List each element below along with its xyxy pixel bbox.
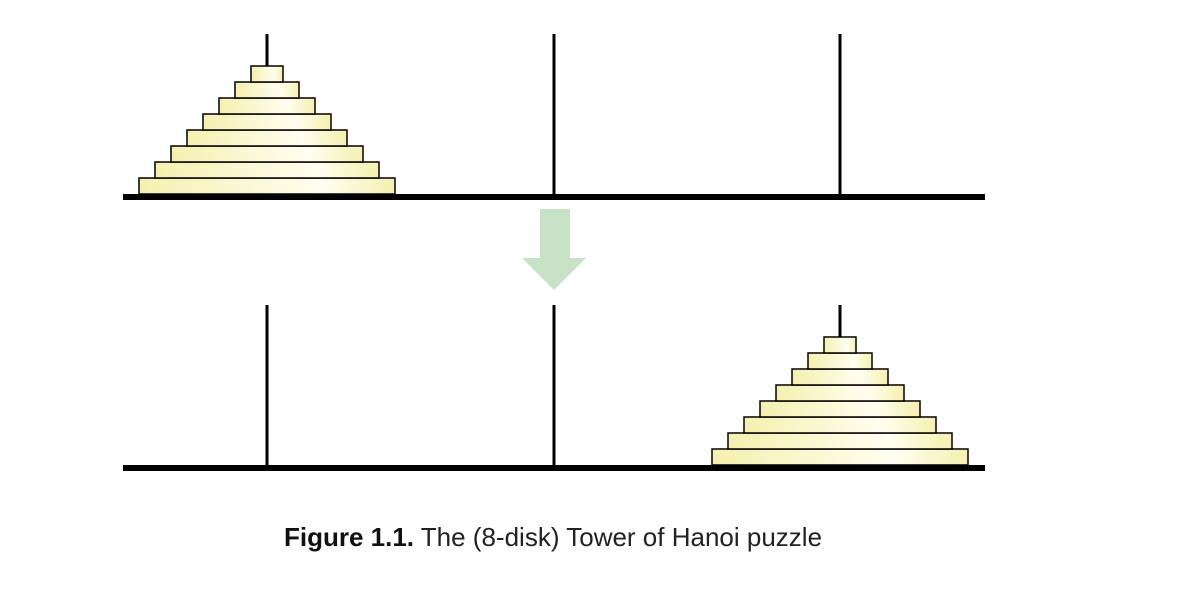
disk-3	[791, 368, 889, 386]
disk-5	[759, 400, 921, 418]
disk-8	[711, 448, 969, 466]
base-platform	[123, 194, 985, 200]
figure-caption: Figure 1.1. The (8-disk) Tower of Hanoi …	[0, 522, 1106, 553]
disk-5	[186, 129, 348, 147]
disk-4	[202, 113, 332, 131]
disk-8	[138, 177, 396, 195]
disk-6	[743, 416, 937, 434]
disk-1	[823, 336, 857, 354]
base-platform	[123, 465, 985, 471]
final-state	[123, 305, 985, 471]
disk-3	[218, 97, 316, 115]
disk-1	[250, 65, 284, 83]
disk-4	[775, 384, 905, 402]
disk-7	[154, 161, 380, 179]
down-arrow-icon	[522, 209, 586, 290]
disk-2	[807, 352, 873, 370]
disk-2	[234, 81, 300, 99]
disk-6	[170, 145, 364, 163]
tower-of-hanoi-diagram	[123, 34, 985, 471]
disk-7	[727, 432, 953, 450]
figure-label: Figure 1.1.	[283, 522, 415, 552]
figure-title: The (8-disk) Tower of Hanoi puzzle	[420, 522, 823, 552]
initial-state	[123, 34, 985, 200]
